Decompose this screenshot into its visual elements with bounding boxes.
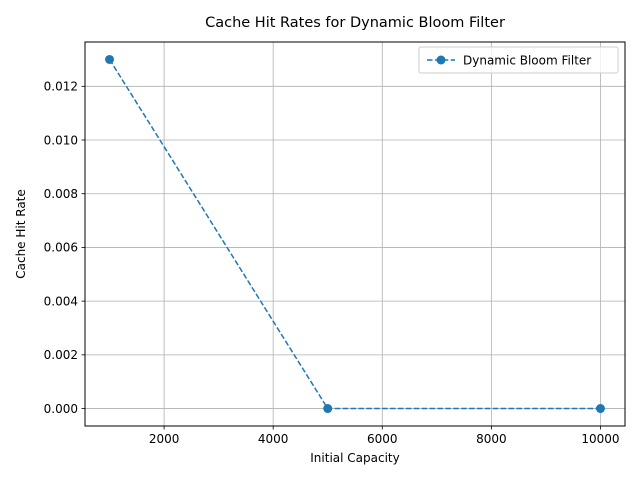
x-tick-label: 4000 [258,432,289,446]
x-tick-label: 10000 [581,432,619,446]
legend: Dynamic Bloom Filter [418,46,619,74]
plot-frame [84,41,626,427]
legend-marker [436,55,446,65]
y-tick-label: 0.004 [44,294,78,308]
legend-label: Dynamic Bloom Filter [463,53,591,67]
y-tick-label: 0.008 [44,187,78,201]
y-tick-label: 0.010 [44,133,78,147]
x-tick-label: 8000 [476,432,507,446]
data-point [595,404,605,414]
legend-box [418,46,619,74]
series-layer [105,54,605,414]
y-axis-label: Cache Hit Rate [14,189,28,279]
grid-lines [85,42,625,426]
data-point [105,54,115,64]
x-tick-label: 6000 [367,432,398,446]
y-tick-label: 0.000 [44,402,78,416]
data-point [323,404,333,414]
axis-ticks: 2000 4000 6000 8000 10000 0.000 0.002 0.004 0.00… [44,80,620,446]
chart-title: Cache Hit Rates for Dynamic Bloom Filter [205,15,505,31]
y-tick-label: 0.012 [44,80,78,94]
y-tick-label: 0.006 [44,241,78,255]
y-tick-label: 0.002 [44,348,78,362]
plot-area [85,42,625,426]
x-tick-label: 2000 [149,432,180,446]
x-axis-label: Initial Capacity [310,451,399,465]
